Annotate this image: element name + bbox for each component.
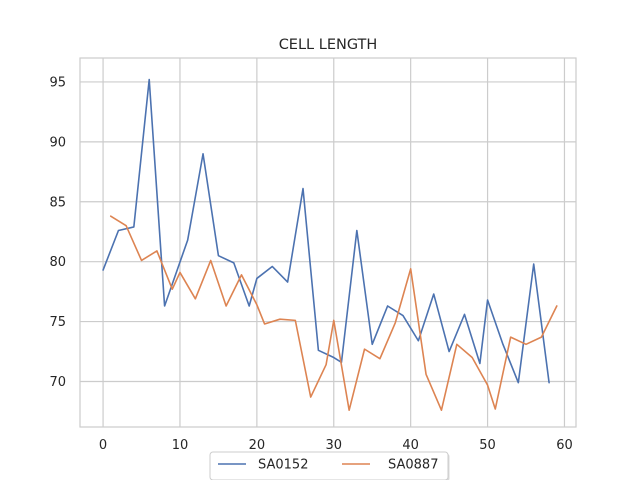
y-tick-label: 75 [49, 315, 66, 330]
x-tick-label: 30 [325, 438, 342, 453]
x-tick-label: 20 [249, 438, 266, 453]
plot-frame [79, 57, 577, 428]
legend-label-sa0152: SA0152 [258, 458, 308, 473]
x-tick-label: 0 [99, 438, 107, 453]
x-tick-label: 50 [479, 438, 496, 453]
x-axis: 0 10 20 30 40 50 60 [99, 438, 573, 453]
y-tick-label: 95 [49, 75, 66, 90]
x-tick-label: 40 [402, 438, 419, 453]
legend-box [209, 451, 449, 480]
y-axis: 70 75 80 85 90 95 [49, 75, 66, 390]
y-tick-label: 90 [49, 135, 66, 150]
grid [80, 58, 576, 427]
legend-label-sa0887: SA0887 [388, 458, 438, 473]
y-tick-label: 80 [49, 255, 66, 270]
chart-title: CELL LENGTH [279, 37, 378, 53]
series-line-sa0152 [102, 78, 550, 384]
series-line-sa0887 [109, 215, 558, 412]
legend: SA0152 SA0887 [209, 451, 450, 480]
series-lines [102, 78, 558, 412]
x-tick-label: 60 [556, 438, 573, 453]
y-tick-label: 85 [49, 195, 66, 210]
x-tick-label: 10 [172, 438, 189, 453]
y-tick-label: 70 [49, 375, 66, 390]
